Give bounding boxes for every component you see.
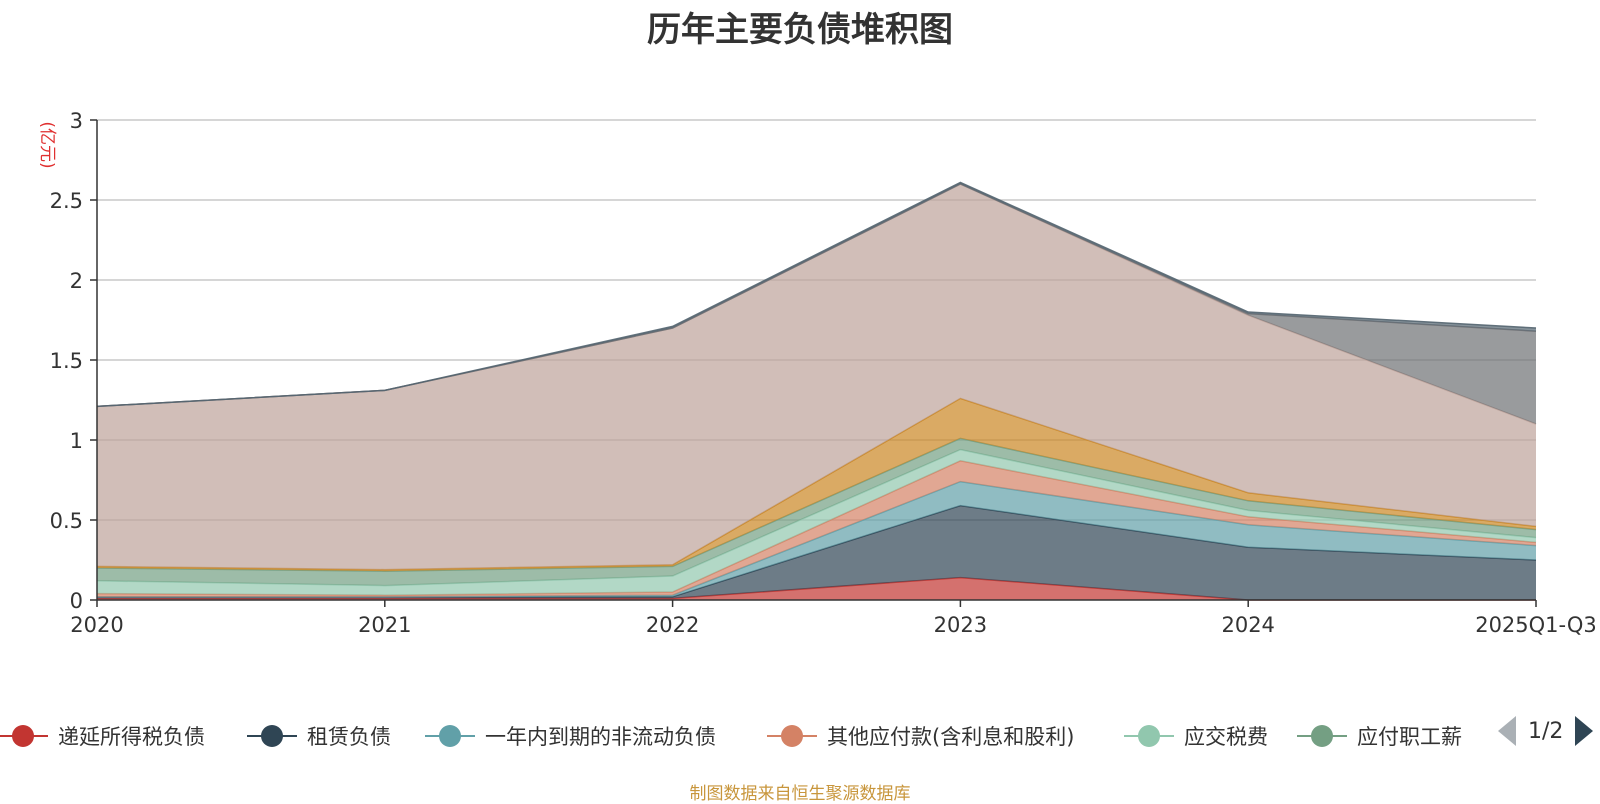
legend-item[interactable]: 其他应付款(含利息和股利) [767,718,1074,754]
legend-item[interactable]: 递延所得税负债 [0,718,205,754]
legend-label: 其他应付款(含利息和股利) [827,725,1075,749]
legend-label: 应交税费 [1184,725,1268,749]
y-tick-label: 0 [70,589,83,613]
legend-marker-icon [0,718,48,754]
area-series[interactable] [97,398,1536,572]
next-page-icon[interactable] [1575,716,1594,746]
y-axis-unit-label: (亿元) [37,121,57,168]
legend-label: 递延所得税负债 [58,725,205,749]
x-tick-label: 2024 [1221,613,1274,637]
y-tick-label: 0.5 [50,509,83,533]
area-series[interactable] [97,449,1536,596]
area-series[interactable] [97,505,1536,600]
legend-marker-icon [247,718,297,754]
x-tick-label: 2022 [646,613,699,637]
legend-item[interactable]: 应交税费 [1124,718,1268,754]
legend-label: 应付职工薪 [1357,725,1462,749]
y-tick-label: 2 [70,269,83,293]
series-line [96,181,1537,408]
chart-canvas: 0 0.5 1 1.5 2 2.5 3 2020 2021 2022 2023 2024 2025Q1-… [37,109,1597,637]
source-note: 制图数据来自恒生聚源数据库 [689,784,911,804]
legend-label: 一年内到期的非流动负债 [485,725,716,749]
legend-marker-icon [1297,718,1347,754]
legend-page-indicator: 1/2 [1528,718,1564,744]
legend-dot [781,725,803,747]
area-series[interactable] [97,460,1536,597]
y-tick-label: 3 [70,109,83,133]
area-layer [96,181,1537,601]
legend-dot [12,725,34,747]
x-tick-label: 2023 [934,613,987,637]
y-tick-label: 1 [70,429,83,453]
legend-marker-icon [767,718,817,754]
legend-pager: 1/2 [1498,716,1594,746]
legend-dot [1311,725,1333,747]
legend-dot [439,725,461,747]
legend-marker-icon [1124,718,1174,754]
legend-label: 租赁负债 [307,725,391,749]
y-tick-label: 2.5 [50,189,83,213]
area-series[interactable] [97,184,1536,570]
legend-dot [261,725,283,747]
x-tick-label: 2020 [70,613,123,637]
prev-page-icon[interactable] [1498,716,1516,746]
axis-layer: 0 0.5 1 1.5 2 2.5 3 2020 2021 2022 2023 2024 2025Q1-… [50,109,1597,637]
legend-dot [1138,725,1160,747]
legend-item[interactable]: 应付职工薪 [1297,718,1462,754]
y-tick-label: 1.5 [50,349,83,373]
legend-item[interactable]: 一年内到期的非流动负债 [425,718,716,754]
x-tick-label: 2025Q1-Q3 [1475,613,1597,637]
x-tick-label: 2021 [358,613,411,637]
legend: 递延所得税负债 租赁负债 一年内到期的非流动负债 其他应付款(含利息和股利) 应… [0,718,1600,758]
chart-title: 历年主要负债堆积图 [647,10,953,50]
legend-item[interactable]: 租赁负债 [247,718,391,754]
legend-marker-icon [425,718,475,754]
area-series[interactable] [97,438,1536,586]
